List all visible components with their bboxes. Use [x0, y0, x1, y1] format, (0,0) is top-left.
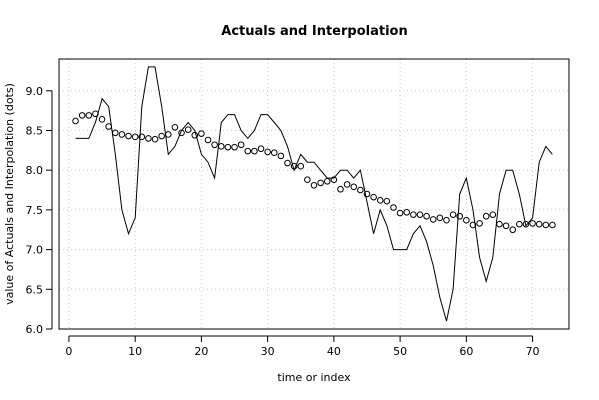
interpolation-point: [78, 112, 86, 119]
interpolation-point: [542, 221, 550, 229]
interpolation-point: [178, 129, 185, 137]
y-tick-label: 8.5: [26, 124, 44, 137]
interpolation-point: [456, 212, 464, 220]
interpolation-point: [410, 211, 417, 218]
x-axis-label: time or index: [277, 371, 351, 384]
interpolation-point: [535, 220, 543, 228]
interpolation-point: [383, 197, 391, 205]
interpolation-point: [429, 216, 437, 223]
interpolation-point: [125, 132, 132, 140]
interpolation-point: [549, 221, 556, 229]
interpolation-point: [443, 216, 450, 224]
interpolation-point: [469, 221, 477, 229]
y-axis-label: value of Actuals and Interpolation (dots…: [3, 83, 16, 305]
chart-title: Actuals and Interpolation: [221, 24, 407, 39]
interpolation-point: [198, 130, 205, 137]
interpolation-point: [390, 204, 397, 211]
interpolation-point: [277, 152, 285, 160]
interpolation-point: [436, 214, 444, 222]
interpolation-point: [105, 123, 112, 130]
interpolation-point: [522, 220, 530, 228]
interpolation-point: [257, 145, 265, 153]
y-axis: 6.0 6.5 7.0 7.5 8.0 8.5 9.0: [26, 85, 53, 336]
x-tick-label: 40: [327, 345, 341, 358]
interpolation-point: [164, 131, 172, 138]
interpolation-point: [310, 181, 318, 189]
interpolation-point: [502, 222, 510, 230]
interpolation-point: [244, 147, 252, 155]
interpolation-point: [529, 220, 536, 227]
y-tick-label: 8.0: [26, 164, 44, 177]
y-tick-label: 7.0: [26, 244, 44, 257]
interpolation-point: [343, 181, 351, 188]
interpolation-point: [184, 126, 192, 133]
interpolation-point: [251, 147, 258, 155]
interpolation-point: [463, 216, 470, 224]
plot-frame: [58, 58, 570, 330]
interpolation-point: [496, 220, 503, 228]
interpolation-point: [72, 117, 79, 125]
interpolation-point: [509, 226, 517, 234]
interpolation-point: [489, 211, 497, 218]
series-line: [75, 66, 553, 322]
interpolation-point: [224, 143, 232, 151]
interpolation-point: [270, 149, 278, 157]
interpolation-point: [118, 131, 126, 138]
interpolation-point: [131, 133, 139, 141]
interpolation-point: [317, 179, 324, 187]
interpolation-point: [98, 116, 106, 123]
interpolation-point: [323, 177, 331, 185]
y-tick-label: 9.0: [26, 85, 44, 98]
interpolation-point: [92, 110, 99, 118]
interpolation-point: [337, 185, 344, 193]
interpolation-point: [191, 131, 199, 139]
interpolation-point: [330, 176, 338, 184]
x-tick-label: 30: [261, 345, 275, 358]
x-tick-label: 70: [526, 345, 540, 358]
y-tick-label: 7.5: [26, 204, 44, 217]
interpolation-point: [237, 141, 245, 149]
interpolation-point: [290, 162, 298, 170]
interpolation-point: [396, 209, 404, 217]
x-tick-label: 20: [194, 345, 208, 358]
interpolation-point: [350, 183, 358, 191]
x-tick-label: 50: [393, 345, 407, 358]
interpolation-point: [204, 136, 212, 144]
interpolation-point: [158, 132, 165, 140]
interpolation-point: [423, 212, 430, 220]
interpolation-point: [416, 211, 424, 218]
interpolation-point: [211, 141, 218, 149]
interpolation-point: [171, 123, 179, 131]
y-tick-label: 6.0: [26, 323, 44, 336]
interpolation-point: [138, 133, 146, 141]
interpolation-point: [476, 220, 483, 227]
series-points: [72, 110, 556, 234]
interpolation-point: [284, 159, 291, 167]
interpolation-point: [482, 212, 490, 220]
interpolation-point: [85, 112, 93, 119]
interpolation-point: [449, 211, 457, 218]
interpolation-point: [357, 186, 364, 194]
interpolation-point: [231, 143, 238, 151]
x-tick-label: 60: [459, 345, 473, 358]
interpolation-point: [264, 148, 271, 156]
interpolation-point: [363, 190, 371, 198]
interpolation-point: [151, 135, 159, 143]
interpolation-point: [297, 162, 305, 170]
x-axis: 0 10 20 30 40 50 60 70: [65, 335, 540, 358]
interpolation-point: [370, 193, 377, 201]
y-tick-label: 6.5: [26, 283, 44, 296]
interpolation-point: [304, 176, 311, 184]
interpolation-point: [217, 143, 225, 150]
x-tick-label: 0: [65, 345, 72, 358]
interpolation-point: [376, 197, 384, 204]
actuals-line: [75, 66, 553, 322]
x-tick-label: 10: [128, 345, 142, 358]
interpolation-point: [403, 208, 411, 216]
interpolation-point: [111, 129, 119, 137]
interpolation-point: [145, 135, 152, 142]
interpolation-point: [516, 220, 523, 228]
